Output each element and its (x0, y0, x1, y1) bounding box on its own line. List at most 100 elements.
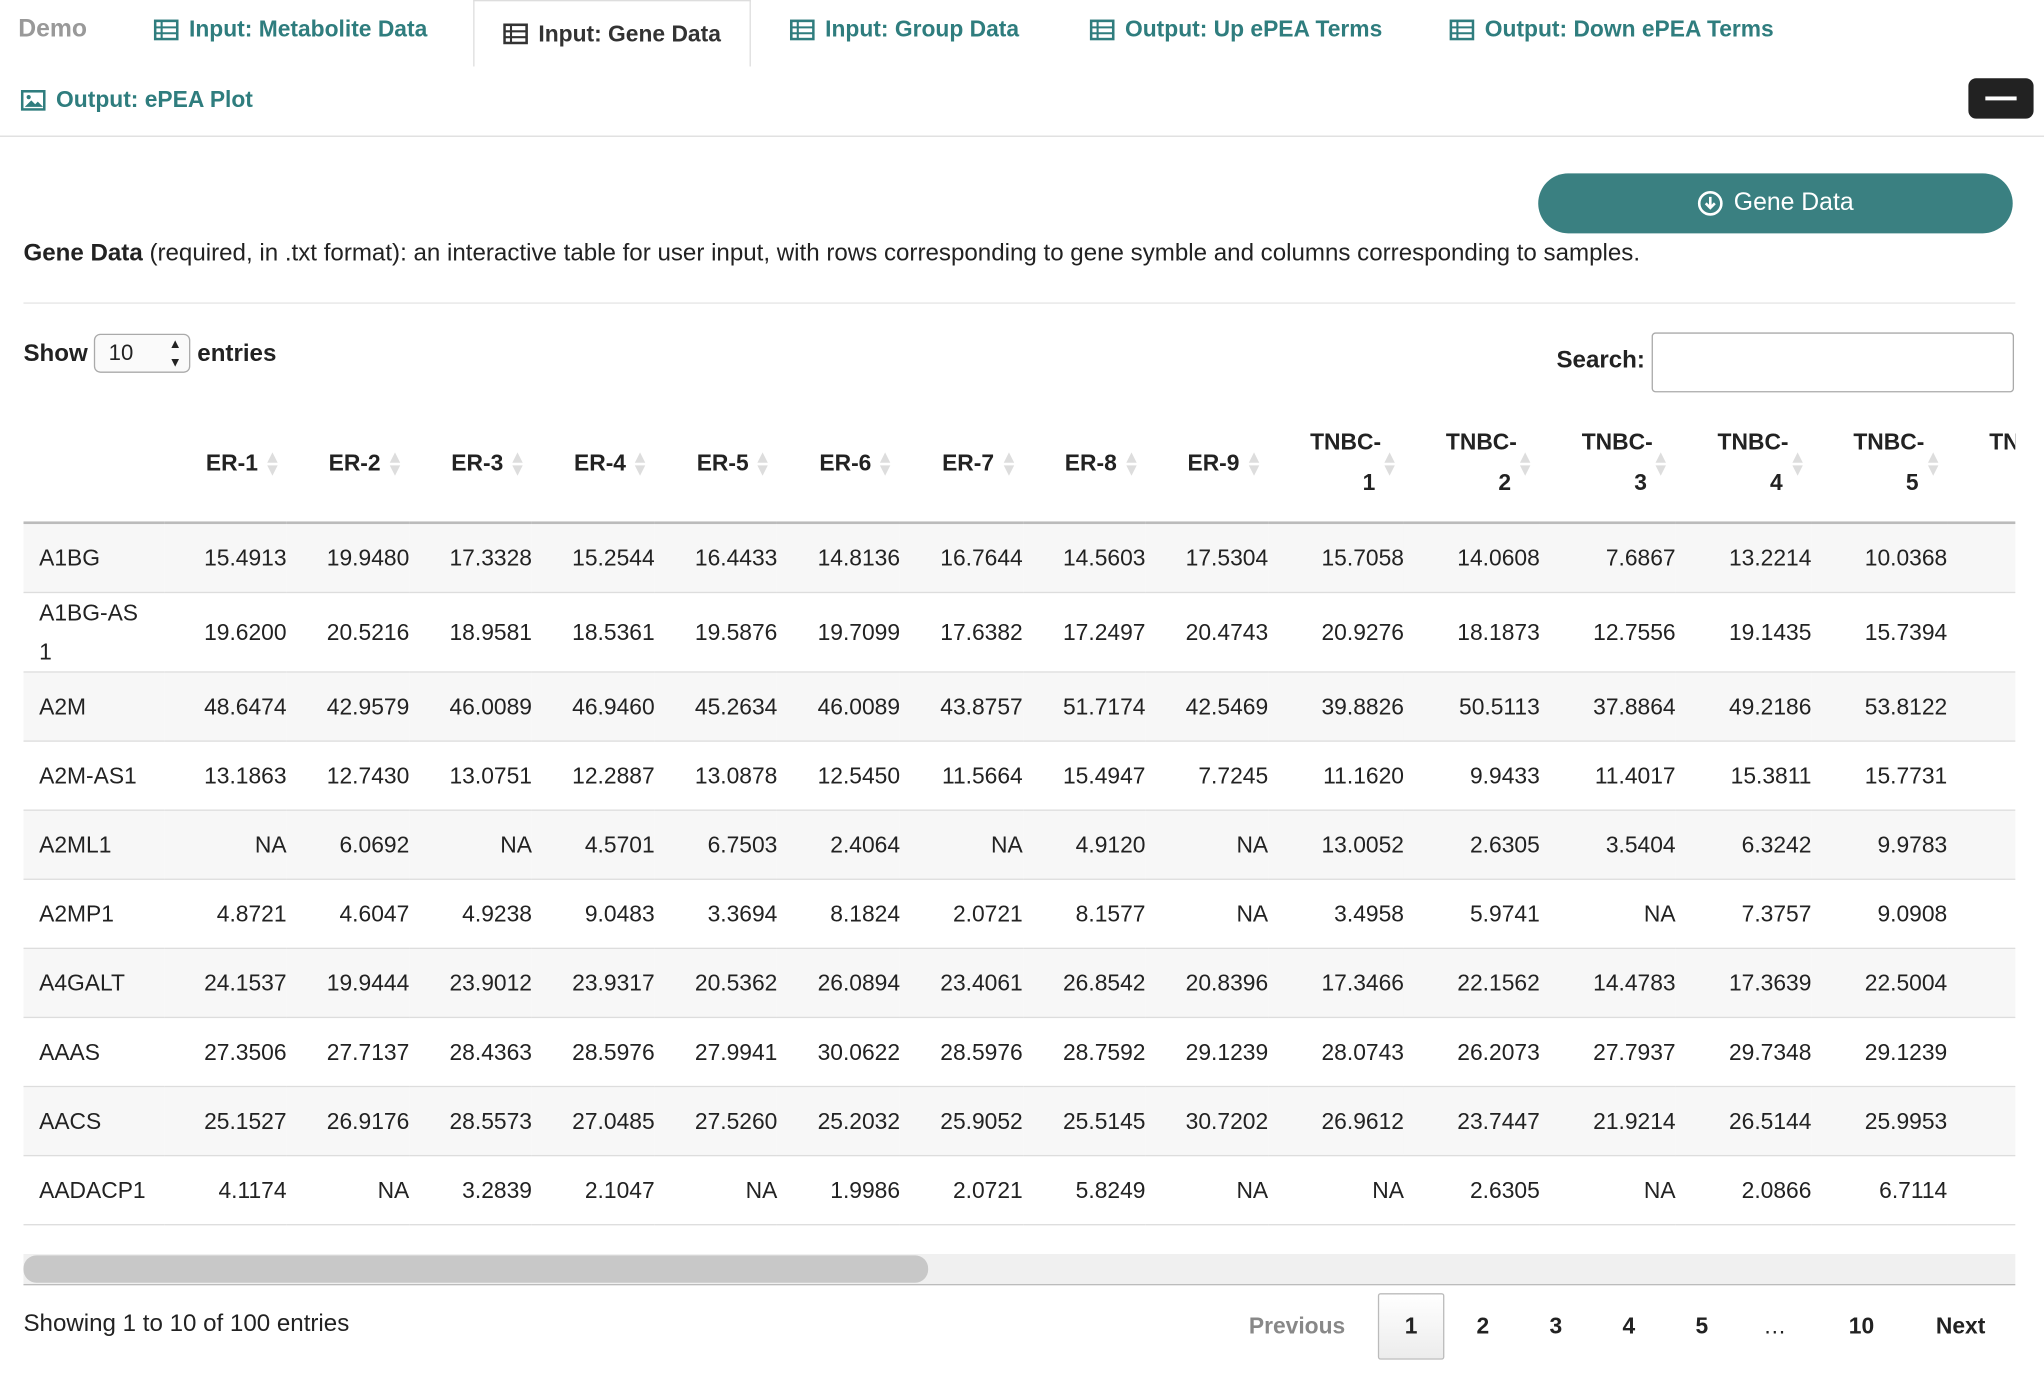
value-cell: 15.7731 (1811, 741, 1948, 811)
header-cell[interactable]: ER-7 (900, 404, 1023, 525)
value-cell (1947, 1155, 2016, 1226)
tab-label: Output: ePEA Plot (56, 86, 253, 113)
header-cell[interactable]: ER-4 (531, 404, 655, 525)
tab-label: Input: Gene Data (538, 20, 721, 47)
value-cell: 37.8864 (1539, 671, 1676, 742)
tab-label: Output: Down ePEA Terms (1484, 15, 1774, 42)
page-button[interactable]: 5 (1695, 1312, 1709, 1339)
description: Gene Data (required, in .txt format): an… (23, 239, 1640, 268)
value-cell: 24.1537 (163, 948, 287, 1019)
header-label: ER-9 (1187, 449, 1240, 476)
value-cell: 16.7644 (900, 522, 1023, 594)
value-cell: 21.9214 (1539, 1086, 1676, 1157)
header-cell[interactable]: ER-2 (286, 404, 410, 525)
search-input[interactable] (1651, 332, 2015, 393)
value-cell: 19.9 (1947, 592, 2016, 673)
data-table: ER-1 ER-2 ER-3 ER-4 ER-5 ER-6 ER-7 ER-8 ER-9 TNBC… (23, 404, 2016, 1226)
value-cell: 1.9986 (777, 1155, 901, 1226)
value-cell: 12.2887 (531, 741, 655, 811)
value-cell: 27.9941 (654, 1017, 778, 1088)
value-cell: 13.0751 (409, 741, 532, 811)
header-cell[interactable]: TNBC-6 (1947, 404, 2016, 525)
value-cell: 19.7099 (777, 592, 901, 673)
value-cell: 27.3506 (163, 1017, 287, 1088)
value-cell: 18.9581 (409, 592, 532, 673)
table-container: ER-1 ER-2 ER-3 ER-4 ER-5 ER-6 ER-7 ER-8 ER-9 TNBC… (23, 404, 2016, 1249)
header-cell[interactable]: ER-9 (1145, 404, 1269, 525)
value-cell: 5.8249 (1022, 1155, 1146, 1226)
value-cell: 2.4064 (777, 810, 901, 880)
button-label: Gene Data (1733, 189, 1854, 217)
sort-icon (1383, 450, 1396, 476)
header-cell[interactable]: ER-8 (1022, 404, 1146, 525)
nav-tab[interactable]: Output: Down ePEA Terms (1449, 15, 1774, 43)
page-button[interactable]: … (1763, 1312, 1787, 1339)
download-button[interactable]: Gene Data (1538, 173, 2013, 234)
value-cell: 10.7 (1947, 810, 2016, 880)
header-label: TNBC-5 (1853, 428, 1925, 496)
value-cell: 22.1562 (1403, 948, 1540, 1019)
tab-icon (1449, 18, 1475, 40)
value-cell: 2.6305 (1403, 810, 1540, 880)
value-cell: 29.7348 (1675, 1017, 1812, 1088)
value-cell: 19.9480 (286, 522, 410, 594)
header-cell[interactable]: ER-6 (777, 404, 901, 525)
value-cell: 6.7503 (654, 810, 778, 880)
value-cell: 2.0866 (1675, 1155, 1812, 1226)
page-button[interactable]: 3 (1549, 1312, 1563, 1339)
value-cell: 27.5260 (654, 1086, 778, 1157)
page-button[interactable]: 2 (1476, 1312, 1490, 1339)
value-cell: 20.8396 (1145, 948, 1269, 1019)
nav-tab[interactable]: Input: Metabolite Data (153, 16, 427, 43)
length-select[interactable]: 10 ▲ ▼ (94, 333, 191, 373)
header-cell[interactable]: ER-1 (163, 404, 287, 525)
nav-tab[interactable]: Input: Gene Data (473, 0, 751, 67)
search-label: Search: (1556, 345, 1645, 373)
page-button[interactable]: 10 (1848, 1312, 1875, 1339)
value-cell: 26.2073 (1403, 1017, 1540, 1088)
table-row: AAAS 27.3506 27.7137 28.4363 28.5976 27.9941 3… (23, 1017, 2016, 1088)
value-cell: 12.5450 (777, 741, 901, 811)
table-row: A1BG 15.4913 19.9480 17.3328 15.2544 16.4433 1… (23, 522, 2016, 594)
page-button[interactable]: 4 (1622, 1312, 1636, 1339)
tab-icon (20, 89, 46, 111)
collapse-button[interactable] (1968, 78, 2034, 119)
header-cell[interactable]: ER-3 (409, 404, 532, 525)
value-cell: 3.4958 (1268, 879, 1404, 949)
value-cell: 26.9612 (1268, 1086, 1404, 1157)
header-cell[interactable]: TNBC-5 (1811, 404, 1948, 525)
nav-tab[interactable]: Output: ePEA Plot (20, 86, 253, 113)
tab-icon (153, 18, 179, 40)
length-control: Show 10 ▲ ▼ entries (23, 333, 276, 373)
header-cell[interactable]: TNBC-2 (1403, 404, 1540, 525)
value-cell: 16.4433 (654, 522, 778, 594)
tab-label: Output: Up ePEA Terms (1124, 15, 1383, 42)
header-label: ER-7 (942, 449, 995, 476)
value-cell: 45.2634 (654, 671, 778, 742)
value-cell: 2.1047 (531, 1155, 655, 1226)
value-cell: 4.9120 (1022, 810, 1146, 880)
gene-cell: A2M (23, 671, 164, 742)
page-previous[interactable]: Previous (1248, 1312, 1346, 1339)
page-next[interactable]: Next (1935, 1312, 1986, 1339)
length-value: 10 (108, 340, 134, 365)
page-button[interactable]: 1 (1377, 1293, 1445, 1360)
value-cell: 9.0483 (531, 879, 655, 949)
header-cell[interactable]: TNBC-4 (1675, 404, 1812, 525)
value-cell: 18.1873 (1403, 592, 1540, 673)
nav-tab[interactable]: Output: Up ePEA Terms (1089, 15, 1383, 43)
value-cell: 49.2186 (1675, 671, 1812, 742)
table-row: A2M-AS1 13.1863 12.7430 13.0751 12.2887 13.08… (23, 741, 2016, 811)
header-row: ER-1 ER-2 ER-3 ER-4 ER-5 ER-6 ER-7 ER-8 ER-9 TNBC… (23, 404, 2016, 525)
header-cell[interactable]: TNBC-1 (1268, 404, 1404, 525)
header-cell[interactable]: ER-5 (654, 404, 778, 525)
header-cell[interactable]: TNBC-3 (1539, 404, 1676, 525)
header-label: ER-2 (328, 449, 381, 476)
value-cell: 18.5361 (531, 592, 655, 673)
scrollbar-thumb[interactable] (23, 1255, 929, 1283)
brand: Demo (18, 15, 88, 44)
value-cell: 28.4363 (409, 1017, 532, 1088)
tab-icon (789, 18, 815, 40)
nav-tab[interactable]: Input: Group Data (789, 16, 1019, 43)
divider (23, 302, 2016, 304)
